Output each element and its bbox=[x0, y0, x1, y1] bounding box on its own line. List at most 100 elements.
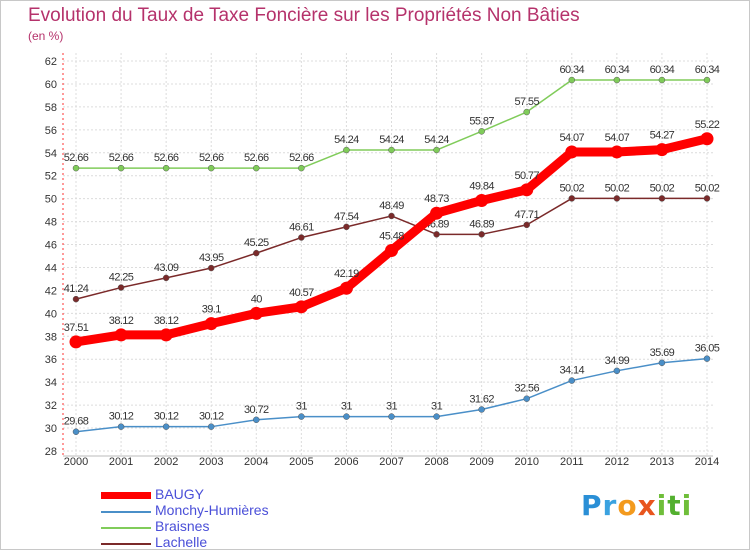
y-tick-label: 52 bbox=[45, 171, 57, 183]
data-point-baugy bbox=[565, 145, 579, 159]
y-tick-label: 38 bbox=[45, 331, 57, 343]
data-point-baugy bbox=[69, 335, 83, 349]
data-point-braisnes bbox=[207, 164, 215, 172]
legend-swatch-monchy-humi-res bbox=[101, 511, 151, 513]
data-point-baugy bbox=[339, 281, 353, 295]
data-label-monchy-humi-res: 31.62 bbox=[469, 393, 494, 405]
data-label-baugy: 50.77 bbox=[514, 170, 539, 182]
data-label-braisnes: 60.34 bbox=[560, 64, 585, 76]
x-tick-label: 2013 bbox=[650, 456, 674, 468]
data-label-monchy-humi-res: 32.56 bbox=[514, 383, 539, 395]
y-tick-label: 44 bbox=[45, 262, 57, 274]
data-point-monchy-humi-res bbox=[207, 423, 215, 430]
data-point-lachelle bbox=[253, 249, 260, 257]
data-label-lachelle: 43.95 bbox=[199, 252, 224, 264]
chart-unit-label: (en %) bbox=[28, 29, 64, 43]
data-label-monchy-humi-res: 34.99 bbox=[605, 355, 630, 367]
x-tick-label: 2014 bbox=[695, 456, 719, 468]
data-label-braisnes: 52.66 bbox=[109, 152, 134, 164]
data-label-braisnes: 60.34 bbox=[695, 64, 720, 76]
data-point-baugy bbox=[114, 328, 128, 342]
data-point-lachelle bbox=[613, 195, 621, 202]
data-point-monchy-humi-res bbox=[162, 423, 170, 430]
data-label-monchy-humi-res: 36.05 bbox=[695, 343, 720, 355]
data-point-baugy bbox=[159, 328, 173, 342]
data-point-braisnes bbox=[523, 108, 530, 116]
data-label-braisnes: 52.66 bbox=[199, 152, 224, 164]
y-tick-label: 60 bbox=[45, 79, 57, 91]
data-label-braisnes: 52.66 bbox=[289, 152, 314, 164]
x-tick-label: 2009 bbox=[469, 456, 493, 468]
data-point-braisnes bbox=[253, 164, 260, 172]
y-tick-label: 34 bbox=[45, 377, 57, 389]
data-point-monchy-humi-res bbox=[613, 367, 621, 375]
x-tick-label: 2012 bbox=[605, 456, 629, 468]
data-point-lachelle bbox=[703, 195, 711, 202]
data-label-baugy: 42.19 bbox=[334, 268, 359, 280]
data-label-braisnes: 54.24 bbox=[334, 134, 359, 146]
data-point-lachelle bbox=[343, 223, 350, 231]
data-label-braisnes: 52.66 bbox=[244, 152, 269, 164]
data-point-monchy-humi-res bbox=[253, 416, 260, 424]
data-label-lachelle: 47.71 bbox=[514, 209, 539, 221]
data-point-braisnes bbox=[388, 146, 395, 154]
data-label-baugy: 38.12 bbox=[109, 315, 134, 327]
data-point-braisnes bbox=[72, 164, 80, 172]
legend-label-braisnes: Braisnes bbox=[155, 518, 210, 534]
data-label-baugy: 40.57 bbox=[289, 287, 314, 299]
data-point-lachelle bbox=[568, 195, 576, 202]
x-tick-label: 2010 bbox=[514, 456, 538, 468]
data-point-baugy bbox=[610, 145, 624, 159]
y-tick-label: 54 bbox=[45, 148, 57, 160]
data-point-monchy-humi-res bbox=[117, 423, 125, 430]
x-tick-label: 2006 bbox=[334, 456, 358, 468]
data-label-monchy-humi-res: 30.12 bbox=[109, 411, 134, 423]
data-label-braisnes: 60.34 bbox=[605, 64, 630, 76]
proxiti-logo: Proxiti bbox=[581, 489, 693, 522]
data-point-braisnes bbox=[568, 76, 576, 84]
y-tick-label: 36 bbox=[45, 354, 57, 366]
data-label-lachelle: 46.61 bbox=[289, 222, 314, 234]
y-tick-label: 30 bbox=[45, 423, 57, 435]
data-point-monchy-humi-res bbox=[568, 377, 576, 384]
data-label-lachelle: 48.49 bbox=[379, 200, 404, 212]
data-label-lachelle: 43.09 bbox=[154, 262, 179, 274]
data-label-lachelle: 45.25 bbox=[244, 237, 269, 249]
x-tick-label: 2001 bbox=[109, 456, 133, 468]
legend-label-lachelle: Lachelle bbox=[155, 534, 208, 550]
y-tick-label: 48 bbox=[45, 217, 57, 229]
data-point-lachelle bbox=[162, 274, 170, 282]
x-tick-label: 2008 bbox=[424, 456, 448, 468]
legend-swatch-baugy bbox=[101, 492, 151, 499]
data-point-baugy bbox=[655, 143, 669, 157]
data-point-baugy bbox=[430, 206, 444, 220]
y-tick-label: 28 bbox=[45, 446, 57, 458]
data-label-lachelle: 42.25 bbox=[109, 272, 134, 284]
data-label-baugy: 37.51 bbox=[64, 322, 89, 334]
y-tick-label: 42 bbox=[45, 285, 57, 297]
data-label-braisnes: 60.34 bbox=[650, 64, 675, 76]
x-tick-label: 2003 bbox=[199, 456, 223, 468]
data-label-monchy-humi-res: 31 bbox=[431, 401, 443, 413]
legend-label-monchy-humi-res: Monchy-Humières bbox=[155, 502, 269, 518]
data-label-braisnes: 55.87 bbox=[469, 115, 494, 127]
data-label-lachelle: 46.89 bbox=[469, 218, 494, 230]
data-point-lachelle bbox=[72, 295, 80, 303]
data-label-monchy-humi-res: 31 bbox=[341, 401, 353, 413]
data-label-monchy-humi-res: 29.68 bbox=[64, 416, 89, 428]
data-point-lachelle bbox=[117, 284, 125, 291]
data-label-baugy: 48.73 bbox=[424, 193, 449, 205]
x-tick-label: 2000 bbox=[64, 456, 88, 468]
data-point-braisnes bbox=[343, 146, 350, 154]
data-label-braisnes: 54.24 bbox=[424, 134, 449, 146]
data-label-monchy-humi-res: 31 bbox=[386, 401, 398, 413]
data-label-lachelle: 41.24 bbox=[64, 283, 89, 295]
data-point-monchy-humi-res bbox=[72, 428, 80, 435]
data-point-lachelle bbox=[433, 231, 440, 238]
x-tick-label: 2005 bbox=[289, 456, 313, 468]
data-point-baugy bbox=[204, 317, 218, 331]
y-tick-label: 32 bbox=[45, 400, 57, 412]
y-tick-label: 56 bbox=[45, 125, 57, 137]
